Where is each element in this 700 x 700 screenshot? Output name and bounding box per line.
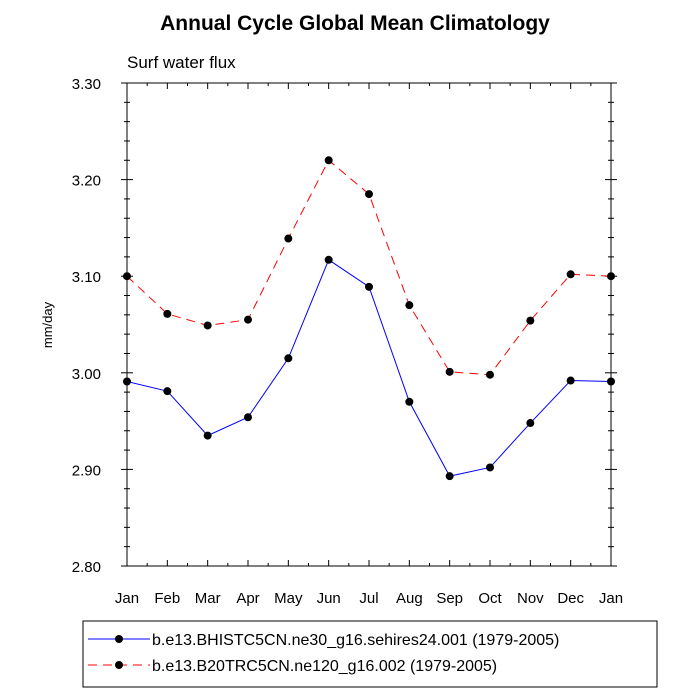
y-tick-label: 3.20 xyxy=(72,173,101,190)
x-tick-label: Mar xyxy=(195,590,221,607)
y-tick-label: 3.30 xyxy=(72,76,101,93)
series-1-point xyxy=(244,413,252,422)
series-2-point xyxy=(405,301,414,310)
y-tick-label: 3.00 xyxy=(72,366,101,383)
series-2-point xyxy=(284,234,293,243)
series-1-point xyxy=(405,397,414,406)
y-tick-label: 2.90 xyxy=(72,462,101,479)
x-tick-label: Nov xyxy=(517,590,544,607)
y-axis-label: mm/day xyxy=(40,301,55,348)
series-2-point xyxy=(486,370,494,379)
series-line-1 xyxy=(126,259,612,477)
chart-title: Annual Cycle Global Mean Climatology xyxy=(160,12,550,35)
series-2-point xyxy=(607,272,615,281)
series-1-point xyxy=(123,377,131,386)
series-1-point xyxy=(284,354,293,363)
x-tick-label: Dec xyxy=(557,590,584,607)
series-1-point xyxy=(566,376,575,385)
series-layer xyxy=(123,156,615,481)
series-1-point xyxy=(203,431,212,440)
legend-label-2: b.e13.B20TRC5CN.ne120_g16.002 (1979-2005… xyxy=(152,658,497,675)
series-2-point xyxy=(163,309,172,318)
axes: Jan Feb Mar Apr May Jun Jul Aug Sep Oct Nov Dec Jan 3… xyxy=(72,76,623,607)
series-2-point xyxy=(244,315,252,324)
series-2-point xyxy=(365,190,373,199)
series-1-point xyxy=(486,463,494,472)
x-tick-label: Sep xyxy=(436,590,463,607)
x-tick-label: May xyxy=(274,590,303,607)
series-1-point xyxy=(445,472,454,481)
x-tick-label: Apr xyxy=(236,590,259,607)
series-2-point xyxy=(566,270,575,279)
plot-frame xyxy=(126,82,612,567)
x-tick-label: Jan xyxy=(599,590,623,607)
x-tick-label: Oct xyxy=(478,590,502,607)
y-tick-label: 3.10 xyxy=(72,269,101,286)
x-tick-label: Feb xyxy=(154,590,180,607)
legend-marker-2 xyxy=(115,661,123,669)
legend-marker-1 xyxy=(115,635,123,643)
y-tick-label: 2.80 xyxy=(72,559,101,576)
x-tick-label: Jun xyxy=(317,590,341,607)
series-2-point xyxy=(123,272,131,281)
legend-box xyxy=(82,620,658,688)
series-1-point xyxy=(607,377,615,386)
series-2-point xyxy=(445,367,454,376)
x-tick-label: Jul xyxy=(359,590,378,607)
x-tick-label: Aug xyxy=(396,590,423,607)
legend-label-1: b.e13.BHISTC5CN.ne30_g16.sehires24.001 (… xyxy=(152,632,559,649)
series-1-point xyxy=(324,255,333,264)
legend: b.e13.BHISTC5CN.ne30_g16.sehires24.001 (… xyxy=(82,620,658,688)
series-1-point xyxy=(365,282,373,291)
x-tick-label: Jan xyxy=(115,590,139,607)
series-1-point xyxy=(526,419,535,428)
series-2-point xyxy=(203,321,212,330)
series-2-point xyxy=(324,156,333,165)
series-1-point xyxy=(163,387,172,396)
series-2-point xyxy=(526,316,535,325)
chart-subtitle: Surf water flux xyxy=(127,53,236,72)
